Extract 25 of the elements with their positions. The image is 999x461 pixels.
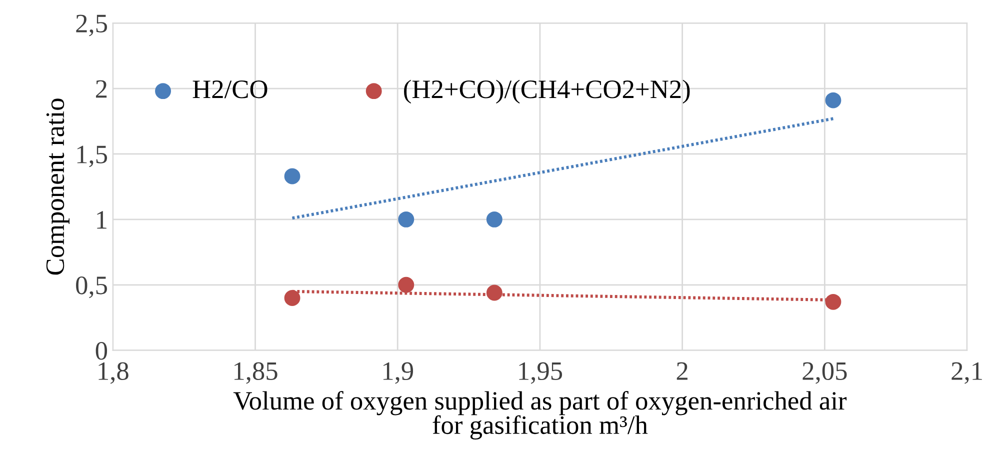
point <box>486 211 502 228</box>
y-tick-label: 0 <box>96 342 108 360</box>
y-tick-label: 1,5 <box>77 146 107 168</box>
x-tick-label: 1,9 <box>383 362 414 384</box>
y-tick-label: 2 <box>96 80 107 98</box>
point <box>486 284 502 301</box>
legend-label: (H2+CO)/(CH4+CO2+N2) <box>404 80 690 104</box>
legend-label: H2/CO <box>192 80 268 98</box>
y-tick-label: 2,5 <box>76 14 107 36</box>
point <box>284 290 300 306</box>
y-tick-label: 0,5 <box>76 276 107 298</box>
x-tick-label: 1,85 <box>234 362 278 384</box>
point <box>284 168 300 184</box>
x-tick-label: 2 <box>676 362 688 380</box>
x-tick-label: 1,8 <box>98 362 128 384</box>
x-tick-label: 1,95 <box>519 362 562 384</box>
y-axis-title: Component ratio <box>46 98 70 275</box>
x-axis-title: Volume of oxygen supplied as part of oxygen-enriched air for gasification m³/h <box>233 390 847 440</box>
y-tick-label: 1 <box>97 211 106 229</box>
point <box>825 294 842 310</box>
point <box>825 92 842 108</box>
point <box>398 211 414 228</box>
x-tick-label: 2,05 <box>802 362 847 384</box>
point <box>398 276 414 293</box>
x-tick-label: 2,1 <box>952 362 982 384</box>
